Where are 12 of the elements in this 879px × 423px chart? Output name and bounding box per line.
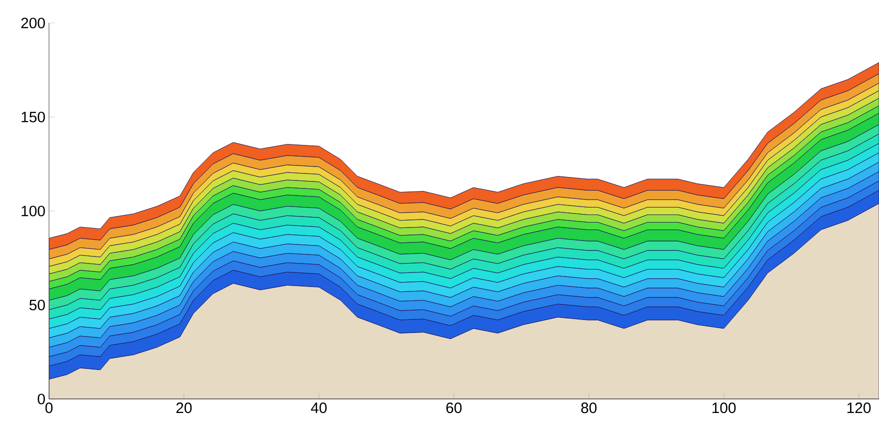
x-tick-label: 100 xyxy=(712,402,736,414)
y-tick-label: 0 xyxy=(38,394,45,404)
y-tick-label: 50 xyxy=(29,300,45,310)
x-tick-label: 80 xyxy=(581,402,597,414)
x-tick-label: 120 xyxy=(847,402,871,414)
x-tick-label: 20 xyxy=(176,402,192,414)
x-tick-label: 0 xyxy=(45,402,53,414)
y-tick-label: 200 xyxy=(21,18,45,28)
x-tick-label: 60 xyxy=(446,402,462,414)
y-tick-label: 150 xyxy=(22,112,45,122)
y-tick-label: 100 xyxy=(22,206,45,216)
x-tick-label: 40 xyxy=(310,402,327,414)
